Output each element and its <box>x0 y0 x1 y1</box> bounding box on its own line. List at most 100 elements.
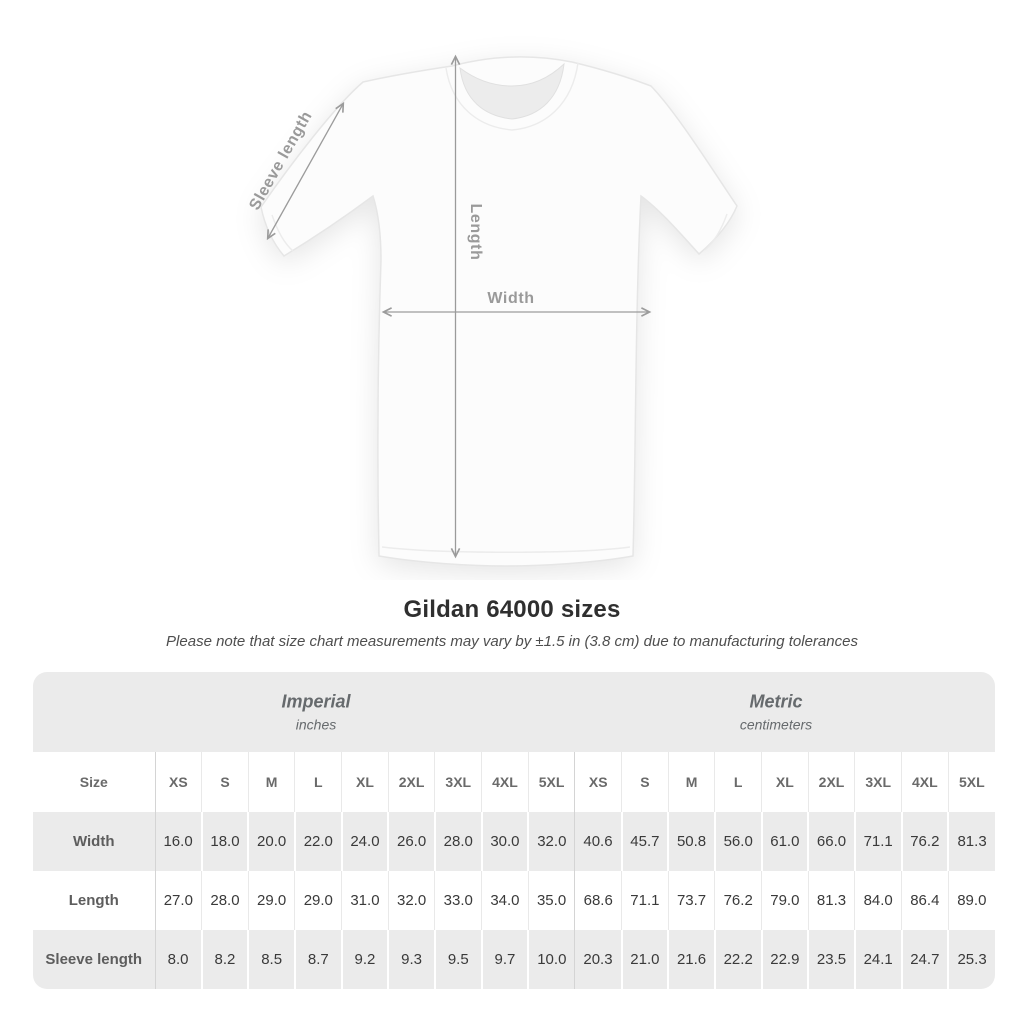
measurement-value-imperial: 24.0 <box>340 812 389 871</box>
size-column-header: XS <box>574 752 622 812</box>
measurement-value-metric: 76.2 <box>900 812 949 871</box>
measurement-value-imperial: 9.5 <box>433 930 482 989</box>
measurement-value-metric: 86.4 <box>901 871 949 930</box>
imperial-label: Imperial <box>281 691 351 712</box>
tshirt-measurement-figure: Length Width Sleeve length <box>246 0 738 567</box>
length-label: Length <box>467 204 484 261</box>
size-column-header: 5XL <box>947 752 995 812</box>
size-column-header: 4XL <box>901 752 949 812</box>
size-column-header: XL <box>761 752 809 812</box>
measurement-value-imperial: 18.0 <box>200 812 249 871</box>
size-column-header: 2XL <box>807 752 855 812</box>
measurement-value-imperial: 16.0 <box>154 812 202 871</box>
size-column-header: XL <box>341 752 389 812</box>
measurement-value-metric: 79.0 <box>761 871 809 930</box>
page-title: Gildan 64000 sizes <box>403 596 621 623</box>
right-cuff-seam <box>704 213 728 251</box>
measurement-row-label: Width <box>72 833 115 850</box>
measurement-value-imperial: 31.0 <box>341 871 389 930</box>
size-column-header: M <box>667 752 715 812</box>
size-column-header: 3XL <box>434 752 482 812</box>
measurement-value-imperial: 8.7 <box>293 930 342 989</box>
size-column-header: 4XL <box>481 752 529 812</box>
size-column-header: XS <box>154 752 202 812</box>
measurement-value-metric: 71.1 <box>621 871 669 930</box>
measurement-value-imperial: 9.2 <box>340 930 389 989</box>
tshirt-svg: Length Width Sleeve length <box>246 0 738 567</box>
measurement-value-metric: 22.2 <box>713 930 762 989</box>
hem-seam <box>381 546 631 553</box>
measurement-value-metric: 66.0 <box>807 812 855 871</box>
measurement-row-label: Length <box>68 892 119 909</box>
measurement-value-imperial: 35.0 <box>527 871 575 930</box>
measurement-value-imperial: 9.3 <box>387 930 435 989</box>
measurement-value-metric: 61.0 <box>760 812 809 871</box>
measurement-value-metric: 68.6 <box>574 871 622 930</box>
size-column-header: M <box>247 752 295 812</box>
measurement-value-metric: 25.3 <box>947 930 995 989</box>
measurement-value-metric: 45.7 <box>620 812 669 871</box>
size-column-header: 2XL <box>387 752 435 812</box>
measurement-value-imperial: 20.0 <box>247 812 295 871</box>
collar-opening <box>459 62 565 120</box>
measurement-value-imperial: 29.0 <box>294 871 342 930</box>
measurement-row: Width 16.0 18.0 20.0 22.0 24.0 26.0 28.0 30.0 32.… <box>33 812 995 871</box>
size-chart: Imperial inches Metric centimeters Size … <box>33 672 995 989</box>
measurement-value-metric: 71.1 <box>853 812 902 871</box>
size-column-header: L <box>714 752 762 812</box>
measurement-value-imperial: 28.0 <box>201 871 249 930</box>
measurement-value-metric: 56.0 <box>713 812 762 871</box>
metric-header: Metric centimeters <box>616 692 936 733</box>
measurement-value-imperial: 32.0 <box>527 812 575 871</box>
measurement-value-metric: 24.1 <box>853 930 902 989</box>
measurement-value-imperial: 29.0 <box>247 871 295 930</box>
measurement-value-metric: 22.9 <box>760 930 809 989</box>
size-column-header: L <box>294 752 342 812</box>
measurement-row: Length 27.0 28.0 29.0 29.0 31.0 32.0 33.0 34.0 35… <box>33 871 995 930</box>
imperial-unit-label: inches <box>295 716 337 733</box>
measurement-value-metric: 21.6 <box>667 930 715 989</box>
measurement-value-metric: 20.3 <box>574 930 622 989</box>
measurement-value-metric: 76.2 <box>714 871 762 930</box>
measurement-row: Sleeve length 8.0 8.2 8.5 8.7 9.2 9.3 9.5 9.7 10.… <box>33 930 995 989</box>
metric-label: Metric <box>749 691 803 712</box>
measurement-value-metric: 81.3 <box>807 871 855 930</box>
measurement-value-imperial: 32.0 <box>387 871 435 930</box>
measurement-value-metric: 73.7 <box>667 871 715 930</box>
size-chart-body: Width 16.0 18.0 20.0 22.0 24.0 26.0 28.0 30.0 32.… <box>33 812 995 989</box>
measurement-value-imperial: 27.0 <box>154 871 202 930</box>
measurement-value-imperial: 9.7 <box>480 930 529 989</box>
measurement-value-imperial: 8.0 <box>154 930 202 989</box>
measurement-value-imperial: 33.0 <box>434 871 482 930</box>
measurement-value-imperial: 10.0 <box>527 930 575 989</box>
measurement-value-metric: 21.0 <box>620 930 669 989</box>
measurement-value-imperial: 34.0 <box>481 871 529 930</box>
measurement-value-imperial: 28.0 <box>433 812 482 871</box>
size-column-header: 3XL <box>854 752 902 812</box>
measurement-value-imperial: 30.0 <box>480 812 529 871</box>
measurement-value-imperial: 8.5 <box>247 930 295 989</box>
measurement-value-imperial: 26.0 <box>387 812 435 871</box>
size-column-header: 5XL <box>527 752 575 812</box>
measurement-value-metric: 50.8 <box>667 812 715 871</box>
measurement-value-metric: 89.0 <box>947 871 995 930</box>
size-chart-table: Size XS S M L XL 2XL 3XL 4XL 5XL XS S M L XL 2XL 3XL 4XL… <box>33 752 995 989</box>
measurement-value-metric: 81.3 <box>947 812 995 871</box>
size-column-header: S <box>621 752 669 812</box>
width-label: Width <box>487 290 534 307</box>
imperial-header: Imperial inches <box>156 692 476 733</box>
measurement-value-metric: 24.7 <box>900 930 949 989</box>
measurement-value-imperial: 22.0 <box>293 812 342 871</box>
sleeve-length-arrow <box>268 104 343 238</box>
measurement-value-metric: 23.5 <box>807 930 855 989</box>
measurement-value-imperial: 8.2 <box>200 930 249 989</box>
size-column-header: Size <box>79 774 108 790</box>
measurement-value-metric: 40.6 <box>574 812 622 871</box>
tolerance-note: Please note that size chart measurements… <box>166 633 858 650</box>
measurement-row-label: Sleeve length <box>45 951 143 968</box>
metric-unit-label: centimeters <box>739 716 813 733</box>
size-column-header: S <box>201 752 249 812</box>
measurement-value-metric: 84.0 <box>854 871 902 930</box>
units-header-band: Imperial inches Metric centimeters <box>33 672 995 752</box>
